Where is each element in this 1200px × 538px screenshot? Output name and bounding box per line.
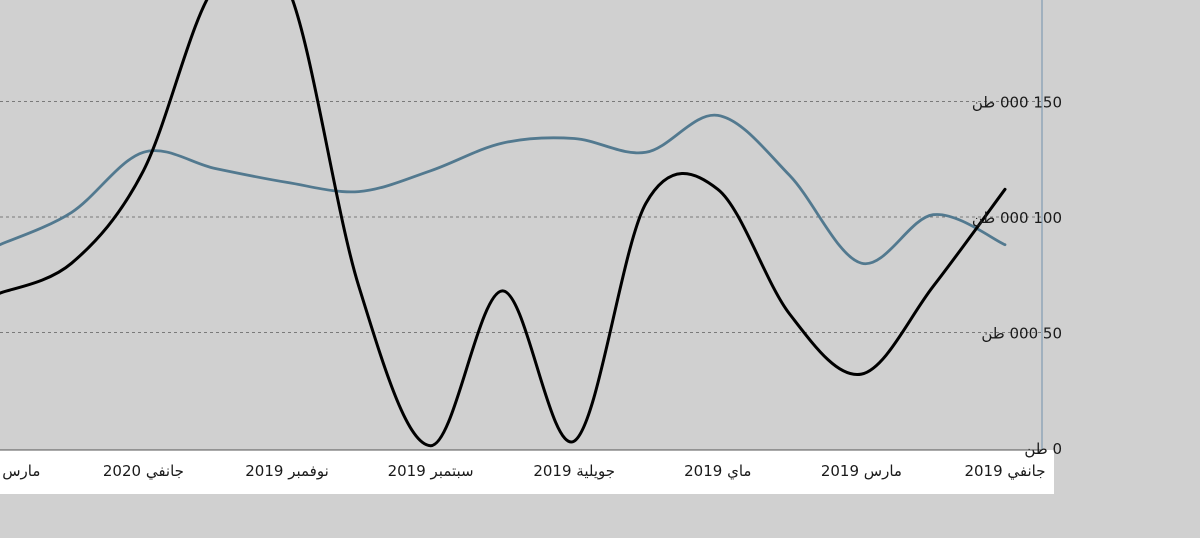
x-tick-labels: جانفي 2019 مارس 2019 ماي 2019 جويلية 2019 سب… — [0, 462, 1046, 481]
y-tick-label: 150 000 طن — [972, 94, 1062, 112]
x-axis-label-band — [0, 450, 1054, 494]
x-tick-label: ماي 2019 — [684, 462, 751, 481]
x-tick-label: مارس 2020 — [0, 462, 40, 480]
x-tick-label: جانفي 2020 — [103, 462, 184, 481]
x-tick-label: جانفي 2019 — [964, 462, 1045, 481]
x-tick-label: سبتمبر 2019 — [388, 462, 474, 480]
y-tick-label: 100 000 طن — [972, 209, 1062, 227]
series-line-2 — [0, 113, 1007, 266]
x-tick-label: جويلية 2019 — [533, 462, 615, 480]
y-tick-label: 50 000 طن — [981, 325, 1062, 343]
plot-background — [0, 0, 1042, 450]
y-tick-labels: 0 طن 50 000 طن 100 000 طن 150 000 طن — [972, 94, 1062, 459]
x-tick-label: مارس 2019 — [821, 462, 902, 480]
series-line-1 — [0, 0, 1007, 448]
y-tick-label: 0 طن — [1024, 440, 1062, 458]
x-tick-label: نوفمبر 2019 — [245, 462, 329, 480]
series-lines — [0, 0, 1007, 448]
